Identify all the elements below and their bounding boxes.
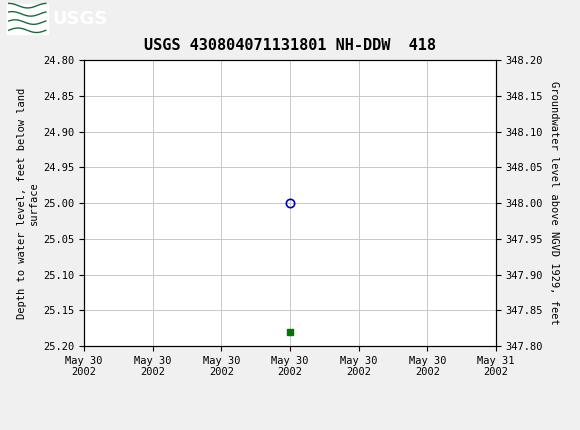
Y-axis label: Groundwater level above NGVD 1929, feet: Groundwater level above NGVD 1929, feet xyxy=(549,81,559,325)
Legend: Period of approved data: Period of approved data xyxy=(184,427,396,430)
Bar xyxy=(7,4,48,34)
Text: USGS 430804071131801 NH-DDW  418: USGS 430804071131801 NH-DDW 418 xyxy=(144,38,436,52)
Text: USGS: USGS xyxy=(52,10,107,28)
Y-axis label: Depth to water level, feet below land
surface: Depth to water level, feet below land su… xyxy=(17,88,39,319)
